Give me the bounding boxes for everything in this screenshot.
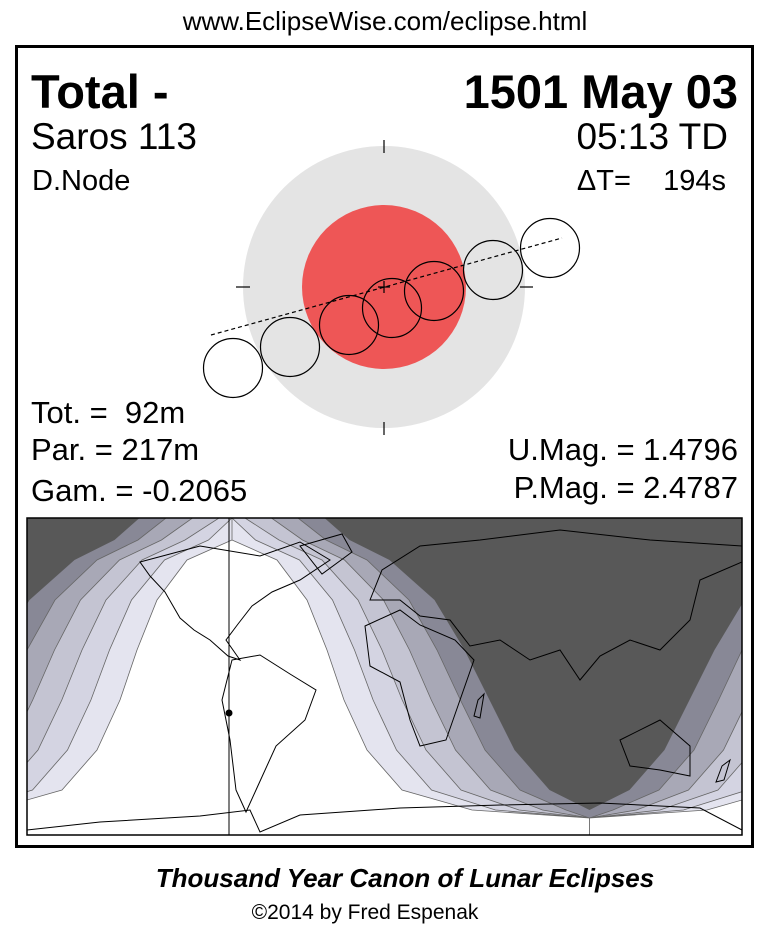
- eclipse-type: Total -: [31, 65, 169, 118]
- africa: [364, 609, 475, 747]
- visibility-map: [27, 518, 742, 835]
- day-region: [589, 799, 742, 835]
- moon-position-u3: [403, 260, 465, 322]
- eclipse-panel-frame: [15, 45, 754, 848]
- source-url: www.EclipseWise.com/eclipse.html: [182, 6, 588, 36]
- eclipse-date: 1501 May 03: [463, 65, 738, 118]
- moon-position-p1: [202, 337, 264, 399]
- copyright: ©2014 by Fred Espenak: [251, 901, 479, 924]
- new-zealand: [715, 758, 731, 783]
- moon-position-u4: [462, 239, 524, 301]
- umbral-magnitude: U.Mag. = 1.4796: [507, 432, 738, 467]
- shadow-diagram: [202, 140, 581, 435]
- australia: [619, 719, 691, 777]
- moon-position-greatest: [361, 277, 423, 339]
- greenland: [299, 533, 353, 575]
- eclipse-time: 05:13 TD: [576, 116, 728, 157]
- canon-title: Thousand Year Canon of Lunar Eclipses: [155, 863, 655, 893]
- eurasia: [369, 529, 742, 681]
- totality-duration: Tot. = 92m: [31, 395, 186, 430]
- moon-position-u1: [259, 316, 321, 378]
- saros-number: Saros 113: [31, 116, 197, 157]
- map-border: [26, 517, 743, 836]
- north-america: [139, 541, 331, 661]
- madagascar: [473, 692, 485, 719]
- penumbral-magnitude: P.Mag. = 2.4787: [513, 470, 738, 505]
- node-type: D.Node: [32, 165, 131, 197]
- greatest-eclipse-point: [225, 709, 233, 717]
- partial-duration: Par. = 217m: [31, 432, 200, 467]
- moon-position-u2: [318, 294, 380, 356]
- gamma-value: Gam. = -0.2065: [31, 473, 248, 508]
- moon-position-p4: [519, 217, 581, 279]
- antarctica: [27, 802, 742, 833]
- moon-path-line: [210, 237, 563, 336]
- continent-outlines: [27, 529, 742, 833]
- delta-t: ΔT= 194s: [576, 165, 726, 197]
